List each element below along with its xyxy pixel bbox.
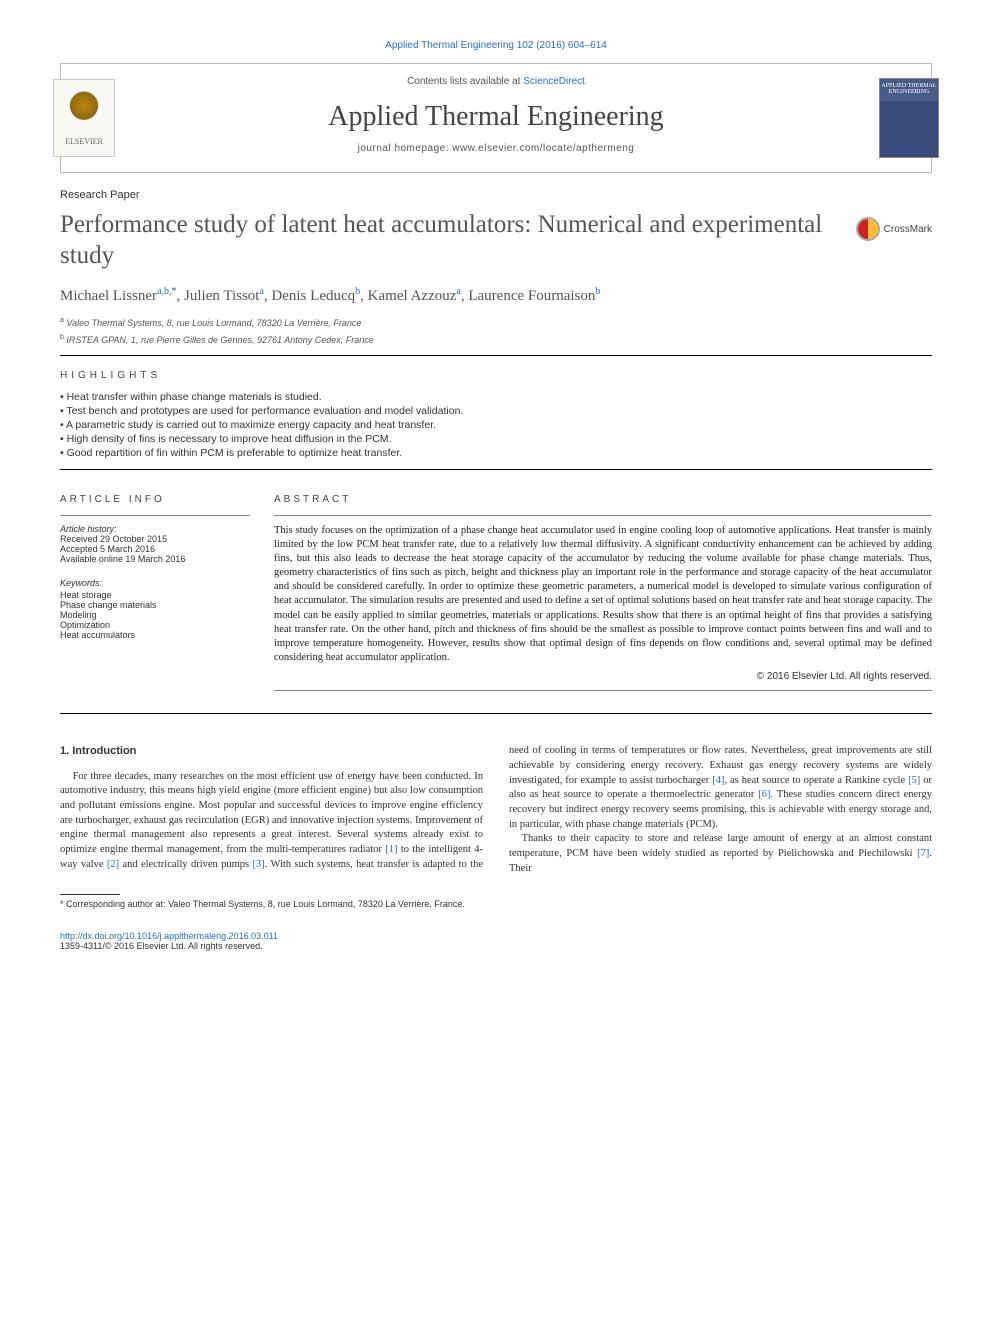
abstract-rule-2	[274, 690, 932, 691]
highlight-item: High density of fins is necessary to imp…	[60, 433, 932, 445]
paper-title: Performance study of latent heat accumul…	[60, 209, 840, 272]
journal-citation: Applied Thermal Engineering 102 (2016) 6…	[60, 40, 932, 51]
affiliation-b: b IRSTEA GPAN, 1, rue Pierre Gilles de G…	[60, 334, 932, 345]
journal-cover-thumbnail: APPLIED THERMAL ENGINEERING	[879, 78, 939, 158]
publisher-name: ELSEVIER	[65, 137, 103, 146]
p2a: Thanks to their capacity to store and re…	[509, 833, 932, 859]
body-columns: 1. Introduction For three decades, many …	[60, 744, 932, 876]
ref-link-3[interactable]: [3]	[252, 859, 264, 870]
ref-link-2[interactable]: [2]	[107, 859, 119, 870]
keyword: Phase change materials	[60, 600, 250, 610]
ref-link-4[interactable]: [4]	[712, 775, 724, 786]
keywords-label: Keywords:	[60, 578, 250, 588]
ref-link-7[interactable]: [7]	[917, 848, 929, 859]
elsevier-tree-icon	[63, 91, 105, 133]
affiliation-a: a Valeo Thermal Systems, 8, rue Louis Lo…	[60, 317, 932, 328]
abstract-copyright: © 2016 Elsevier Ltd. All rights reserved…	[274, 671, 932, 682]
ref-link-5[interactable]: [5]	[908, 775, 920, 786]
highlight-item: Good repartition of fin within PCM is pr…	[60, 447, 932, 459]
rule-2	[60, 469, 932, 470]
authors-line: Michael Lissnera,b,*, Julien Tissota, De…	[60, 286, 932, 305]
affiliation-a-text: Valeo Thermal Systems, 8, rue Louis Lorm…	[66, 318, 361, 328]
doi-link[interactable]: http://dx.doi.org/10.1016/j.applthermale…	[60, 931, 278, 941]
abstract-label: ABSTRACT	[274, 494, 932, 505]
issn-copyright: 1359-4311/© 2016 Elsevier Ltd. All right…	[60, 941, 263, 951]
highlights-list: Heat transfer within phase change materi…	[60, 391, 932, 459]
highlights-label: HIGHLIGHTS	[60, 370, 932, 381]
history-label: Article history:	[60, 524, 250, 534]
keyword: Heat storage	[60, 590, 250, 600]
sciencedirect-link[interactable]: ScienceDirect	[523, 76, 585, 87]
affiliation-b-text: IRSTEA GPAN, 1, rue Pierre Gilles de Gen…	[66, 335, 373, 345]
abstract-text: This study focuses on the optimization o…	[274, 524, 932, 666]
author-4-sup: a	[456, 286, 460, 297]
contents-text: Contents lists available at	[407, 76, 523, 87]
received-date: Received 29 October 2015	[60, 534, 250, 544]
contents-available-line: Contents lists available at ScienceDirec…	[77, 76, 915, 87]
author-1: Michael Lissner	[60, 288, 157, 304]
author-5: Laurence Fournaison	[468, 288, 595, 304]
author-3: Denis Leducq	[271, 288, 355, 304]
highlight-item: Test bench and prototypes are used for p…	[60, 405, 932, 417]
section-introduction-heading: 1. Introduction	[60, 744, 483, 759]
author-2: Julien Tissot	[184, 288, 259, 304]
crossmark-badge[interactable]: CrossMark	[856, 217, 932, 241]
crossmark-icon	[856, 217, 880, 241]
homepage-url[interactable]: www.elsevier.com/locate/apthermeng	[452, 143, 634, 154]
p1c: and electrically driven pumps	[119, 859, 252, 870]
highlight-item: A parametric study is carried out to max…	[60, 419, 932, 431]
keyword: Optimization	[60, 620, 250, 630]
footnote-separator	[60, 894, 120, 895]
homepage-label: journal homepage:	[358, 143, 453, 154]
author-1-sup: a,b,*	[157, 286, 176, 297]
ref-link-6[interactable]: [6]	[758, 789, 770, 800]
article-info-label: ARTICLE INFO	[60, 494, 250, 505]
journal-homepage: journal homepage: www.elsevier.com/locat…	[77, 143, 915, 154]
abstract-rule-1	[274, 515, 932, 516]
paper-type: Research Paper	[60, 189, 932, 201]
info-rule-1	[60, 515, 250, 516]
article-info-column: ARTICLE INFO Article history: Received 2…	[60, 480, 250, 700]
footer-meta: http://dx.doi.org/10.1016/j.applthermale…	[60, 931, 932, 951]
keyword: Heat accumulators	[60, 630, 250, 640]
author-2-sup: a	[259, 286, 263, 297]
author-5-sup: b	[595, 286, 600, 297]
author-3-sup: b	[355, 286, 360, 297]
journal-header-box: ELSEVIER APPLIED THERMAL ENGINEERING Con…	[60, 63, 932, 173]
corresponding-author-footnote: * Corresponding author at: Valeo Thermal…	[60, 899, 932, 911]
rule-1	[60, 355, 932, 356]
keyword: Modeling	[60, 610, 250, 620]
elsevier-logo: ELSEVIER	[53, 79, 115, 157]
intro-paragraph-2: Thanks to their capacity to store and re…	[509, 832, 932, 876]
abstract-column: ABSTRACT This study focuses on the optim…	[274, 480, 932, 700]
p1e: , as heat source to operate a Rankine cy…	[724, 775, 908, 786]
journal-name: Applied Thermal Engineering	[77, 101, 915, 133]
rule-3	[60, 713, 932, 714]
ref-link-1[interactable]: [1]	[385, 844, 397, 855]
crossmark-label: CrossMark	[884, 224, 932, 235]
online-date: Available online 19 March 2016	[60, 554, 250, 564]
highlight-item: Heat transfer within phase change materi…	[60, 391, 932, 403]
p1a: For three decades, many researches on th…	[60, 771, 483, 855]
accepted-date: Accepted 5 March 2016	[60, 544, 250, 554]
author-4: Kamel Azzouz	[368, 288, 457, 304]
